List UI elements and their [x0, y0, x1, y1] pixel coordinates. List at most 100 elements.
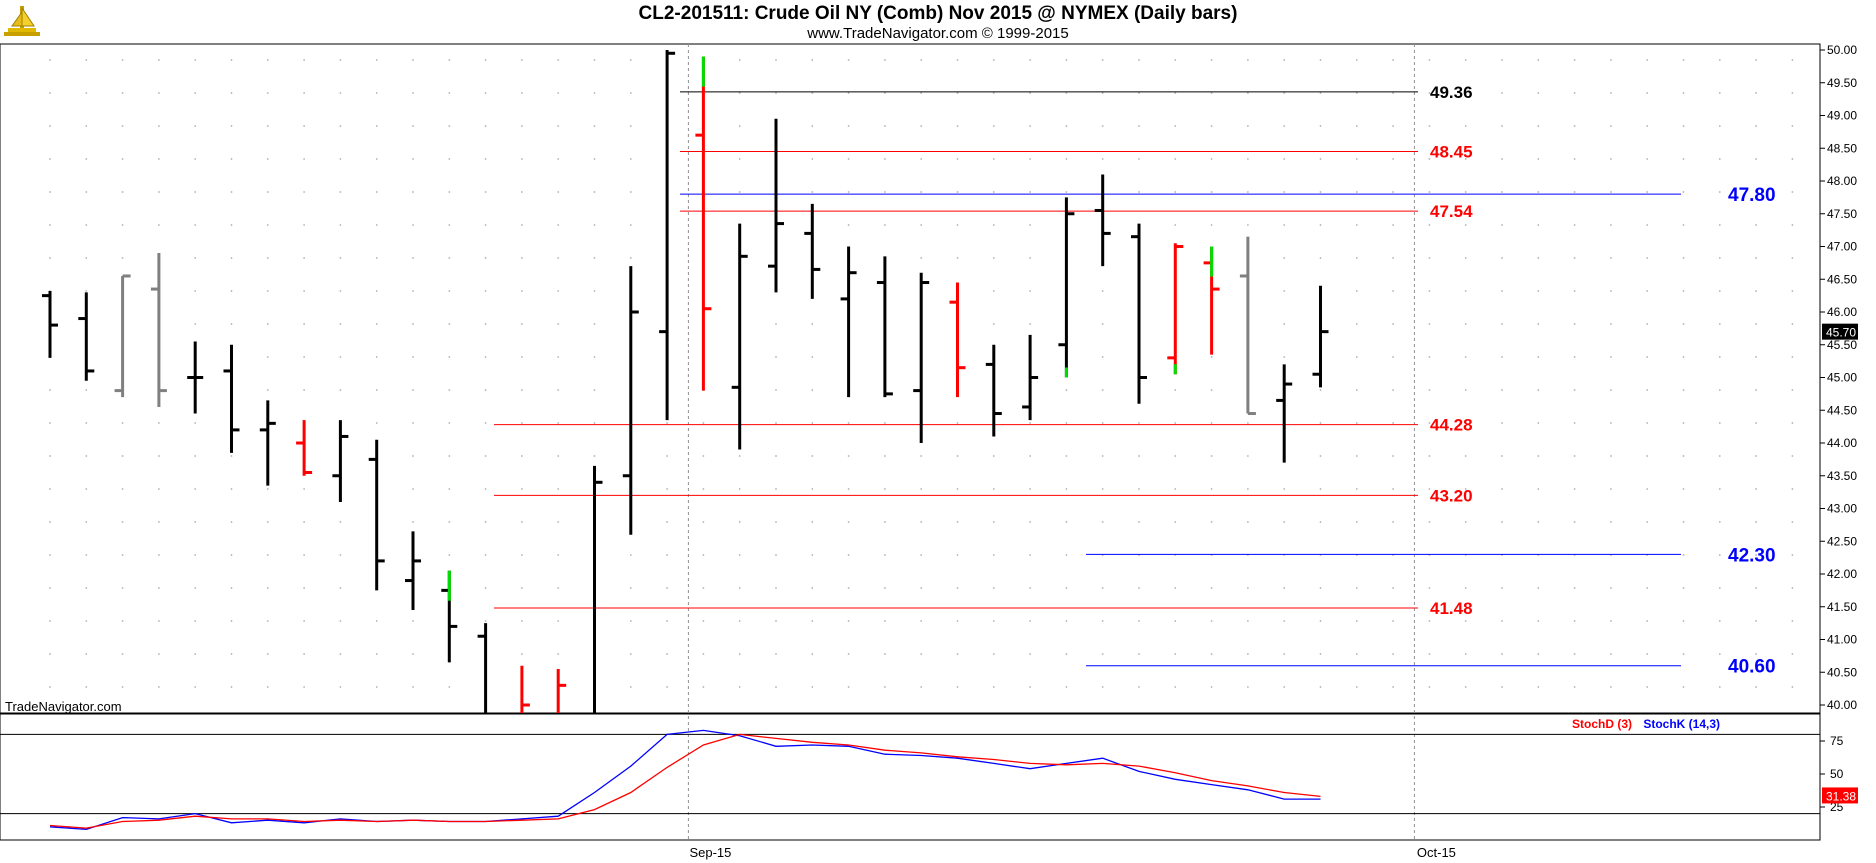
grid-dot — [847, 224, 850, 226]
grid-dot — [1174, 92, 1177, 94]
grid-dot — [484, 455, 487, 457]
grid-dot — [1101, 587, 1104, 589]
grid-dot — [303, 389, 305, 391]
grid-dot — [920, 125, 923, 127]
grid-dot — [412, 356, 414, 358]
grid-dot — [1319, 653, 1322, 655]
grid-dot — [1610, 257, 1612, 259]
y-tick-label: 44.50 — [1827, 403, 1857, 417]
grid-dot — [1464, 521, 1467, 523]
grid-dot — [629, 224, 632, 226]
grid-dot — [85, 125, 88, 127]
grid-dot — [593, 191, 596, 193]
grid-dot — [1428, 191, 1431, 193]
grid-dot — [702, 686, 705, 688]
grid-dot — [1464, 323, 1467, 325]
grid-dot — [775, 521, 777, 523]
grid-dot — [1174, 620, 1177, 622]
grid-dot — [448, 488, 451, 490]
grid-dot — [1029, 554, 1031, 556]
grid-dot — [956, 653, 959, 655]
grid-dot — [1247, 488, 1249, 490]
grid-dot — [448, 224, 451, 226]
grid-dot — [1247, 587, 1249, 589]
grid-dot — [1065, 389, 1068, 391]
level-label-black: 49.36 — [1430, 83, 1473, 102]
grid-dot — [1428, 686, 1431, 688]
y-tick-label: 43.50 — [1827, 469, 1857, 483]
grid-dot — [1501, 356, 1503, 358]
grid-dot — [121, 257, 124, 259]
level-label-red: 47.54 — [1430, 202, 1473, 221]
grid-dot — [1210, 653, 1213, 655]
grid-dot — [666, 422, 668, 424]
grid-dot — [230, 191, 233, 193]
grid-dot — [1174, 158, 1177, 160]
grid-dot — [1283, 224, 1286, 226]
grid-dot — [448, 356, 451, 358]
price-panel-frame — [0, 43, 1821, 714]
grid-dot — [1101, 653, 1104, 655]
grid-dot — [1210, 389, 1213, 391]
grid-dot — [375, 422, 378, 424]
grid-dot — [702, 653, 705, 655]
grid-dot — [1247, 92, 1249, 94]
grid-dot — [521, 554, 523, 556]
grid-dot — [303, 686, 305, 688]
stoch-tick-label: 75 — [1830, 734, 1844, 748]
grid-dot — [158, 422, 160, 424]
grid-dot — [448, 257, 451, 259]
grid-dot — [1392, 422, 1394, 424]
ohlc-bars — [42, 50, 1329, 713]
watermark: TradeNavigator.com — [5, 699, 122, 714]
grid-dot — [412, 620, 414, 622]
grid-dot — [1501, 191, 1503, 193]
grid-dot — [1138, 620, 1140, 622]
grid-dot — [1791, 59, 1794, 61]
grid-dot — [557, 554, 560, 556]
grid-dot — [1646, 257, 1649, 259]
grid-dot — [1355, 653, 1358, 655]
grid-dot — [266, 59, 269, 61]
grid-dot — [49, 686, 51, 688]
grid-dot — [448, 389, 451, 391]
grid-dot — [1174, 389, 1177, 391]
grid-dot — [1791, 620, 1794, 622]
grid-dot — [1682, 686, 1685, 688]
grid-dot — [775, 455, 777, 457]
grid-dot — [1210, 521, 1213, 523]
grid-dot — [1174, 455, 1177, 457]
grid-dot — [1501, 620, 1503, 622]
grid-dot — [1718, 257, 1721, 259]
grid-dot — [1537, 389, 1540, 391]
grid-dot — [557, 620, 560, 622]
grid-dot — [1283, 191, 1286, 193]
grid-dot — [1428, 389, 1431, 391]
grid-dot — [702, 620, 705, 622]
grid-dot — [920, 257, 923, 259]
grid-dot — [1537, 455, 1540, 457]
grid-dot — [303, 125, 305, 127]
level-label-red: 43.20 — [1430, 486, 1473, 505]
grid-dot — [1573, 191, 1576, 193]
grid-dot — [1101, 620, 1104, 622]
grid-dot — [1501, 587, 1503, 589]
grid-dot — [920, 653, 923, 655]
grid-dot — [521, 125, 523, 127]
grid-dot — [702, 587, 705, 589]
grid-dot — [811, 455, 814, 457]
grid-dot — [593, 92, 596, 94]
grid-dot — [811, 59, 814, 61]
grid-dot — [956, 125, 959, 127]
grid-dot — [1791, 257, 1794, 259]
grid-dot — [1174, 59, 1177, 61]
grid-dot — [1573, 620, 1576, 622]
grid-dot — [1283, 257, 1286, 259]
grid-dot — [1065, 488, 1068, 490]
grid-dot — [412, 455, 414, 457]
grid-dot — [557, 521, 560, 523]
grid-dot — [1610, 323, 1612, 325]
grid-dot — [1573, 356, 1576, 358]
grid-dot — [992, 59, 995, 61]
grid-dot — [1682, 554, 1685, 556]
